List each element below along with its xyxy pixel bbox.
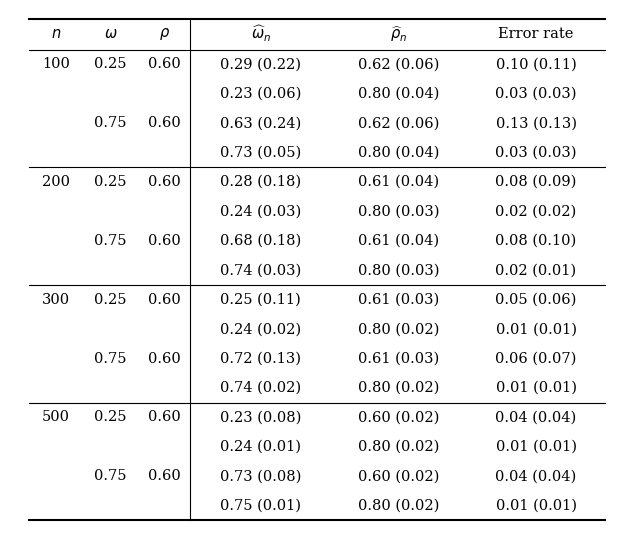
Text: 0.61 (0.04): 0.61 (0.04) (358, 175, 439, 189)
Text: 0.03 (0.03): 0.03 (0.03) (495, 87, 577, 101)
Text: 0.29 (0.22): 0.29 (0.22) (220, 57, 301, 71)
Text: $\widehat{\omega}_n$: $\widehat{\omega}_n$ (251, 25, 271, 44)
Text: 0.01 (0.01): 0.01 (0.01) (495, 499, 577, 513)
Text: 0.62 (0.06): 0.62 (0.06) (358, 57, 439, 71)
Text: $\omega$: $\omega$ (104, 27, 117, 41)
Text: 0.63 (0.24): 0.63 (0.24) (220, 116, 301, 130)
Text: 0.04 (0.04): 0.04 (0.04) (495, 410, 577, 425)
Text: 0.68 (0.18): 0.68 (0.18) (220, 234, 301, 248)
Text: 0.80 (0.03): 0.80 (0.03) (358, 263, 439, 277)
Text: 0.61 (0.04): 0.61 (0.04) (358, 234, 439, 248)
Text: $n$: $n$ (51, 27, 61, 41)
Text: 0.80 (0.02): 0.80 (0.02) (358, 499, 439, 513)
Text: 0.75: 0.75 (94, 469, 127, 483)
Text: 0.24 (0.03): 0.24 (0.03) (220, 204, 301, 219)
Text: 0.02 (0.01): 0.02 (0.01) (495, 263, 577, 277)
Text: 500: 500 (42, 410, 70, 425)
Text: 0.24 (0.02): 0.24 (0.02) (220, 322, 301, 336)
Text: 0.23 (0.08): 0.23 (0.08) (220, 410, 301, 425)
Text: 0.04 (0.04): 0.04 (0.04) (495, 469, 577, 483)
Text: 0.28 (0.18): 0.28 (0.18) (220, 175, 301, 189)
Text: 0.60: 0.60 (148, 293, 181, 307)
Text: 0.80 (0.03): 0.80 (0.03) (358, 204, 439, 219)
Text: 0.25: 0.25 (94, 175, 127, 189)
Text: Error rate: Error rate (499, 27, 573, 41)
Text: 0.10 (0.11): 0.10 (0.11) (495, 57, 577, 71)
Text: 0.24 (0.01): 0.24 (0.01) (220, 440, 301, 454)
Text: 0.75: 0.75 (94, 234, 127, 248)
Text: 0.25: 0.25 (94, 57, 127, 71)
Text: 0.08 (0.09): 0.08 (0.09) (495, 175, 577, 189)
Text: 300: 300 (42, 293, 70, 307)
Text: 0.61 (0.03): 0.61 (0.03) (358, 352, 439, 366)
Text: 0.74 (0.03): 0.74 (0.03) (220, 263, 301, 277)
Text: 0.01 (0.01): 0.01 (0.01) (495, 322, 577, 336)
Text: 0.61 (0.03): 0.61 (0.03) (358, 293, 439, 307)
Text: 0.80 (0.04): 0.80 (0.04) (358, 87, 439, 101)
Text: 0.60: 0.60 (148, 116, 181, 130)
Text: 0.05 (0.06): 0.05 (0.06) (495, 293, 577, 307)
Text: 0.80 (0.02): 0.80 (0.02) (358, 381, 439, 395)
Text: 0.72 (0.13): 0.72 (0.13) (220, 352, 301, 366)
Text: 0.03 (0.03): 0.03 (0.03) (495, 146, 577, 160)
Text: 100: 100 (42, 57, 70, 71)
Text: 0.25 (0.11): 0.25 (0.11) (220, 293, 301, 307)
Text: 0.60: 0.60 (148, 57, 181, 71)
Text: 0.60 (0.02): 0.60 (0.02) (358, 410, 439, 425)
Text: 0.06 (0.07): 0.06 (0.07) (495, 352, 577, 366)
Text: $\widehat{\rho}_n$: $\widehat{\rho}_n$ (390, 25, 407, 44)
Text: 0.02 (0.02): 0.02 (0.02) (495, 204, 577, 219)
Text: 0.23 (0.06): 0.23 (0.06) (220, 87, 301, 101)
Text: 0.25: 0.25 (94, 410, 127, 425)
Text: 0.08 (0.10): 0.08 (0.10) (495, 234, 577, 248)
Text: 0.01 (0.01): 0.01 (0.01) (495, 381, 577, 395)
Text: 0.75: 0.75 (94, 352, 127, 366)
Text: 0.73 (0.08): 0.73 (0.08) (220, 469, 301, 483)
Text: 0.25: 0.25 (94, 293, 127, 307)
Text: 0.75 (0.01): 0.75 (0.01) (220, 499, 301, 513)
Text: 0.60 (0.02): 0.60 (0.02) (358, 469, 439, 483)
Text: 0.62 (0.06): 0.62 (0.06) (358, 116, 439, 130)
Text: 0.75: 0.75 (94, 116, 127, 130)
Text: 200: 200 (42, 175, 70, 189)
Text: 0.60: 0.60 (148, 352, 181, 366)
Text: 0.73 (0.05): 0.73 (0.05) (220, 146, 301, 160)
Text: 0.13 (0.13): 0.13 (0.13) (495, 116, 577, 130)
Text: 0.74 (0.02): 0.74 (0.02) (220, 381, 301, 395)
Text: 0.60: 0.60 (148, 469, 181, 483)
Text: 0.01 (0.01): 0.01 (0.01) (495, 440, 577, 454)
Text: 0.80 (0.04): 0.80 (0.04) (358, 146, 439, 160)
Text: 0.80 (0.02): 0.80 (0.02) (358, 322, 439, 336)
Text: 0.60: 0.60 (148, 234, 181, 248)
Text: 0.80 (0.02): 0.80 (0.02) (358, 440, 439, 454)
Text: 0.60: 0.60 (148, 175, 181, 189)
Text: $\rho$: $\rho$ (159, 26, 170, 43)
Text: 0.60: 0.60 (148, 410, 181, 425)
